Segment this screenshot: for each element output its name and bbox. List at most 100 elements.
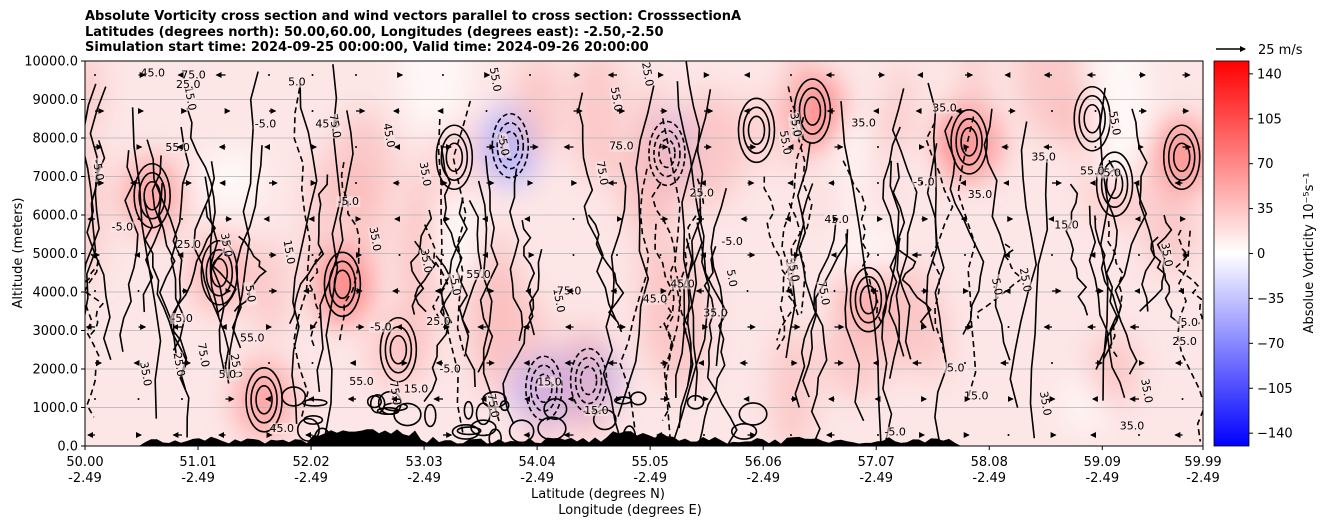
wind-vector xyxy=(877,182,879,184)
contour-loop xyxy=(463,400,474,420)
contour-line xyxy=(423,224,449,319)
contour-label-bg xyxy=(786,260,802,286)
contour-label: -5.0 xyxy=(1176,316,1197,329)
contour-label: 45.0 xyxy=(380,122,397,148)
contour-loop xyxy=(488,428,502,446)
vorticity-region xyxy=(1142,182,1197,275)
wind-vector xyxy=(877,434,879,436)
contour-label: -5.0 xyxy=(913,175,934,188)
x-tick-label-lon: -2.49 xyxy=(1186,471,1220,486)
wind-vector xyxy=(442,74,444,76)
contour-line xyxy=(1088,205,1109,370)
contour-loop xyxy=(1167,133,1196,182)
contour-line xyxy=(651,183,677,350)
contour-label-bg xyxy=(367,226,383,252)
contour-line xyxy=(602,162,627,445)
contour-label: 75.0 xyxy=(594,160,611,186)
contour-line xyxy=(307,250,323,349)
contour-label-bg xyxy=(1080,165,1105,177)
terrain-silhouette xyxy=(85,429,1203,446)
x-tick-label-lon: -2.49 xyxy=(746,471,780,486)
wind-vector xyxy=(311,110,314,112)
wind-vector xyxy=(616,254,618,256)
contour-loop xyxy=(737,97,776,164)
contour-loop xyxy=(491,112,530,179)
contour-line xyxy=(676,178,705,338)
contour-loop xyxy=(435,124,474,191)
colorbar-tick-label: −35 xyxy=(1257,292,1284,307)
contour-loop xyxy=(950,109,988,175)
contour-label: 25.0 xyxy=(171,351,188,377)
contour-label-bg xyxy=(1159,241,1175,268)
vorticity-region xyxy=(1015,61,1083,140)
vorticity-region xyxy=(639,199,670,369)
contour-label-bg xyxy=(269,422,294,434)
contour-line xyxy=(1174,229,1203,325)
contour-label-bg xyxy=(720,235,745,247)
vorticity-region xyxy=(831,113,880,283)
contour-loop xyxy=(579,365,598,396)
contour-label-bg xyxy=(1031,151,1056,163)
contour-label-bg xyxy=(689,187,714,199)
wind-vector xyxy=(1051,110,1053,112)
vorticity-region xyxy=(253,237,288,342)
contour-loop xyxy=(496,121,525,170)
x-tick-label-lat: 51.01 xyxy=(179,455,216,470)
contour-label: 55.0 xyxy=(466,268,491,281)
contour-label: 15.0 xyxy=(1054,219,1079,232)
contour-label-bg xyxy=(140,67,165,79)
contour-label-bg xyxy=(911,176,936,188)
contour-label-bg xyxy=(989,273,1005,300)
contour-label-bg xyxy=(381,122,397,149)
wind-vector xyxy=(1181,326,1184,328)
contour-label: 75.0 xyxy=(815,280,832,306)
contour-loop xyxy=(742,106,771,155)
contour-line xyxy=(675,61,704,398)
wind-vector xyxy=(1094,218,1097,220)
contour-line xyxy=(1094,215,1138,375)
contour-label-bg xyxy=(537,376,562,388)
contour-line xyxy=(619,168,650,429)
contour-label-bg xyxy=(1139,378,1155,404)
contour-loop xyxy=(648,120,686,187)
contour-loop xyxy=(1083,103,1102,134)
contour-loop xyxy=(389,334,408,365)
x-tick-label-lat: 50.00 xyxy=(66,455,103,470)
wind-vector xyxy=(1051,254,1053,256)
contour-label-bg xyxy=(182,85,198,112)
contour-label: 15.0 xyxy=(404,383,429,396)
wind-vector xyxy=(1007,434,1010,436)
vorticity-region xyxy=(1151,117,1203,198)
wind-vector xyxy=(398,254,401,256)
chart-title: Absolute Vorticity cross section and win… xyxy=(85,9,742,24)
x-tick-label-lon: -2.49 xyxy=(181,471,215,486)
wind-vector xyxy=(1094,146,1097,148)
wind-vector xyxy=(833,290,836,292)
contour-label: 5.0 xyxy=(243,284,259,303)
wind-vector xyxy=(1181,398,1184,400)
x-tick-label-lat: 53.03 xyxy=(405,455,442,470)
y-tick-label: 10000.0 xyxy=(24,55,78,70)
contour-label-bg xyxy=(703,307,728,319)
quiver-key: 25 m/s xyxy=(1216,43,1303,58)
y-tick-label: 4000.0 xyxy=(33,286,79,301)
x-tick-label-lon: -2.49 xyxy=(294,471,328,486)
x-axis-label-latitude: Latitude (degrees N) xyxy=(531,487,665,502)
wind-vector xyxy=(790,434,792,436)
contour-line xyxy=(227,71,259,380)
contour-label: 25.0 xyxy=(639,61,656,87)
contour-line xyxy=(85,253,104,336)
contour-loop xyxy=(1078,94,1107,143)
colorbar-tick-label: 0 xyxy=(1257,247,1265,262)
wind-vector xyxy=(746,290,749,292)
x-tick-label-lon: -2.49 xyxy=(633,471,667,486)
contour-loop xyxy=(328,260,357,309)
contour-line xyxy=(292,87,311,418)
contour-loop xyxy=(508,419,535,444)
wind-vector xyxy=(485,434,488,436)
contour-label: 25.0 xyxy=(176,78,201,91)
y-tick-label: 2000.0 xyxy=(33,363,79,378)
wind-vector xyxy=(485,110,488,112)
contour-loop xyxy=(569,347,608,414)
wind-vector xyxy=(94,74,96,76)
